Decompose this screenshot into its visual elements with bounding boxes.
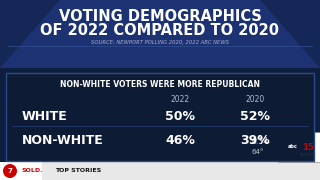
Text: WHITE: WHITE (22, 109, 68, 123)
Text: SOURCE: NEWPORT POLLING 2020, 2022 ABC NEWS: SOURCE: NEWPORT POLLING 2020, 2022 ABC N… (91, 39, 229, 44)
Text: SOLD.: SOLD. (22, 168, 44, 174)
Text: ARIZONA: ARIZONA (300, 153, 316, 157)
Bar (6, 73, 314, 161)
Text: VOTING DEMOGRAPHICS: VOTING DEMOGRAPHICS (59, 8, 261, 24)
Text: 39%: 39% (240, 134, 270, 147)
Bar (0, 162, 320, 180)
Text: 46%: 46% (165, 134, 195, 147)
Text: 15: 15 (302, 143, 314, 152)
Text: 2020: 2020 (245, 94, 265, 103)
Circle shape (3, 164, 17, 178)
Text: NON-WHITE: NON-WHITE (22, 134, 104, 147)
Polygon shape (260, 0, 320, 68)
Text: OF 2022 COMPARED TO 2020: OF 2022 COMPARED TO 2020 (41, 22, 279, 37)
Text: 7: 7 (8, 168, 12, 174)
Text: TOP STORIES: TOP STORIES (55, 168, 101, 174)
Polygon shape (0, 0, 60, 68)
Text: NON-WHITE VOTERS WERE MORE REPUBLICAN: NON-WHITE VOTERS WERE MORE REPUBLICAN (60, 80, 260, 89)
Bar (238, 132, 320, 162)
Text: 52%: 52% (240, 109, 270, 123)
Bar (0, 162, 42, 180)
Bar (278, 132, 320, 162)
Bar (0, 0, 320, 68)
Text: abc: abc (288, 145, 298, 150)
Text: 2022: 2022 (171, 94, 189, 103)
Circle shape (285, 139, 301, 155)
Text: 50%: 50% (165, 109, 195, 123)
Text: 64°: 64° (252, 149, 264, 155)
Text: 6:34: 6:34 (252, 138, 269, 147)
